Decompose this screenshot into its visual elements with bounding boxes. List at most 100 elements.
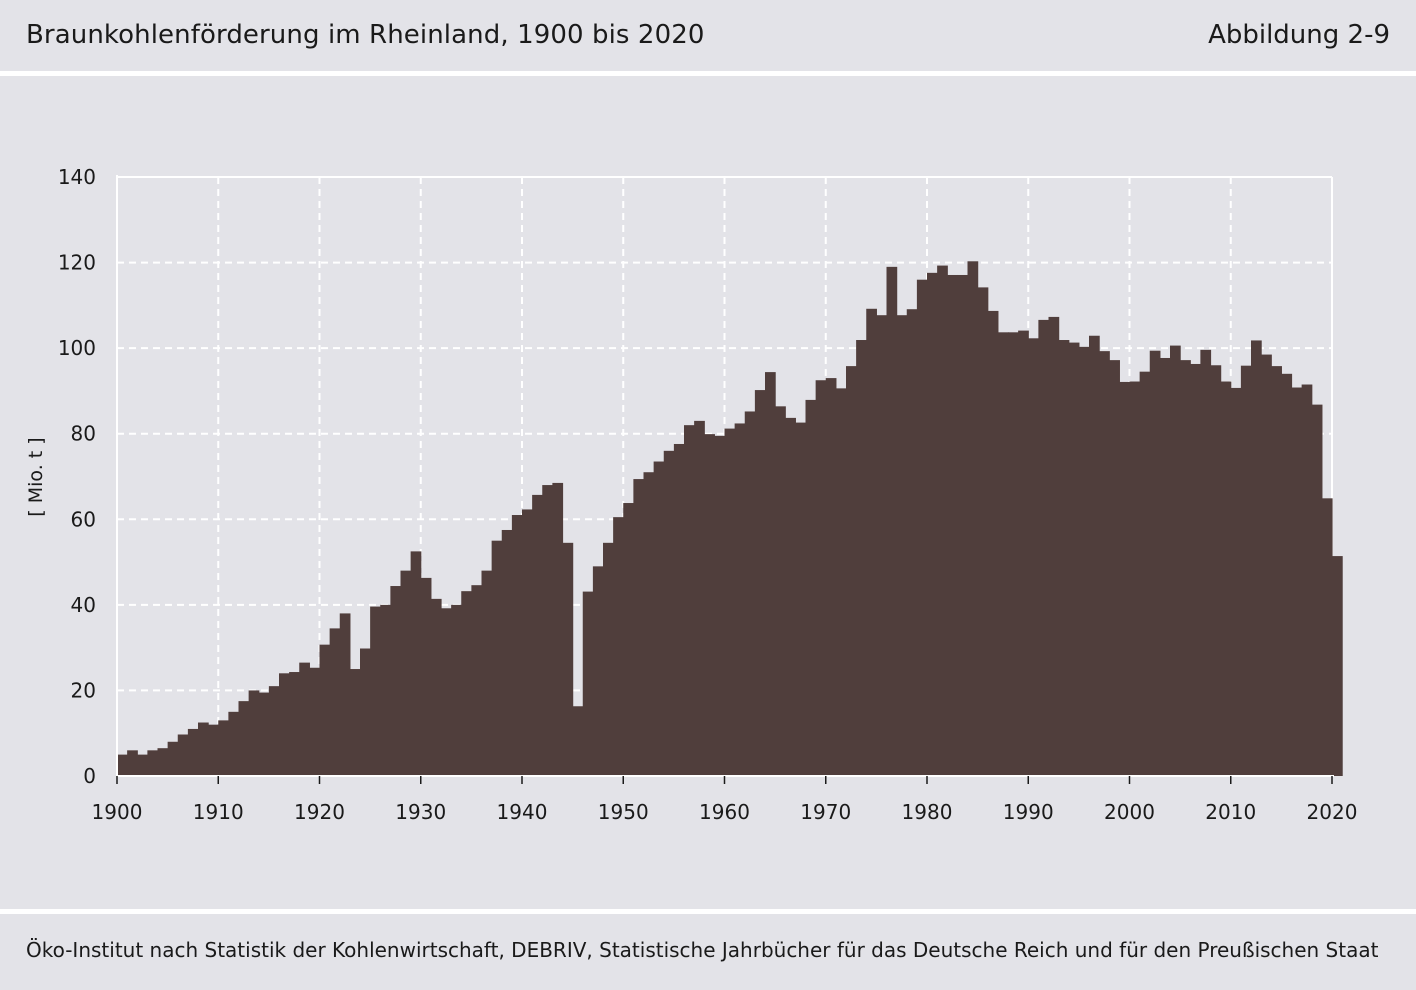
bar-2004 <box>1170 345 1181 776</box>
bar-2006 <box>1190 363 1201 776</box>
bar-1931 <box>430 598 442 776</box>
bar-1943 <box>552 482 564 776</box>
bar-1977 <box>896 315 908 776</box>
bar-2007 <box>1200 349 1212 776</box>
bar-1970 <box>825 378 837 776</box>
bar-1994 <box>1068 342 1080 776</box>
bar-2019 <box>1321 498 1333 776</box>
bar-1964 <box>765 372 776 776</box>
bar-1916 <box>279 673 290 776</box>
bar-1974 <box>866 308 877 776</box>
bar-1919 <box>309 667 321 776</box>
bar-1951 <box>633 479 645 776</box>
bar-1996 <box>1089 335 1100 776</box>
x-tick-label: 1990 <box>1003 800 1054 824</box>
bar-1950 <box>623 503 634 776</box>
bar-1955 <box>673 443 685 776</box>
bar-1952 <box>643 472 655 776</box>
bar-1975 <box>876 315 888 776</box>
x-tick-label: 2000 <box>1104 800 1155 824</box>
bar-1965 <box>775 406 786 776</box>
bar-1957 <box>694 420 705 776</box>
bar-1917 <box>289 672 300 776</box>
bar-1985 <box>977 287 989 776</box>
y-tick-label: 120 <box>58 251 96 275</box>
bar-1997 <box>1099 351 1110 776</box>
bar-1904 <box>157 748 169 776</box>
bar-1998 <box>1109 360 1120 776</box>
bar-1923 <box>349 669 361 776</box>
bar-1968 <box>805 399 817 776</box>
bar-1992 <box>1048 316 1060 776</box>
bar-1900 <box>117 754 128 776</box>
bar-2011 <box>1240 365 1252 776</box>
figure-number: Abbildung 2-9 <box>1208 20 1390 50</box>
bar-1906 <box>177 734 189 776</box>
y-tick-label: 60 <box>71 507 96 531</box>
source-note: Öko-Institut nach Statistik der Kohlenwi… <box>26 938 1379 962</box>
bar-1925 <box>370 606 381 776</box>
bar-1947 <box>592 566 604 776</box>
bar-1988 <box>1008 332 1019 776</box>
bar-1927 <box>390 586 402 776</box>
bar-1960 <box>724 428 736 776</box>
top-divider <box>0 71 1416 76</box>
bar-1999 <box>1119 381 1131 776</box>
bar-1984 <box>967 261 979 776</box>
x-tick-label: 1930 <box>395 800 446 824</box>
bar-1938 <box>501 529 513 776</box>
bar-1929 <box>410 551 422 777</box>
chart-title: Braunkohlenförderung im Rheinland, 1900 … <box>26 20 705 50</box>
bar-1981 <box>937 265 948 776</box>
bar-1930 <box>420 577 432 776</box>
bar-1956 <box>684 425 695 776</box>
header: Braunkohlenförderung im Rheinland, 1900 … <box>0 0 1416 72</box>
bar-1967 <box>795 422 807 776</box>
bar-1953 <box>653 461 665 776</box>
bar-1926 <box>380 604 391 776</box>
bar-1954 <box>663 450 675 776</box>
axes: 0 20 40 60 80 100 120 140 1900 1910 1920 1930 1940 19… <box>58 165 1358 824</box>
bar-1910 <box>218 720 229 776</box>
bar-1903 <box>147 750 159 776</box>
x-tick-label: 1970 <box>800 800 851 824</box>
bar-1978 <box>906 309 918 776</box>
y-axis-label: [ Mio. t ] <box>25 437 47 516</box>
x-tick-label: 1980 <box>902 800 953 824</box>
bar-1902 <box>137 754 148 776</box>
bar-2009 <box>1220 381 1232 776</box>
bar-1922 <box>339 613 351 776</box>
bar-1918 <box>299 662 310 776</box>
bar-1946 <box>582 591 594 776</box>
bar-1961 <box>734 423 746 776</box>
bar-1993 <box>1058 340 1070 776</box>
bar-1944 <box>562 542 574 776</box>
x-tick-label: 1960 <box>699 800 750 824</box>
x-tick-label: 1920 <box>294 800 345 824</box>
bar-1909 <box>208 724 219 776</box>
bar-1924 <box>360 648 371 776</box>
bar-1939 <box>511 515 523 776</box>
bar-1959 <box>714 435 726 776</box>
bar-2000 <box>1129 381 1141 776</box>
bottom-divider <box>0 909 1416 914</box>
y-tick-label: 20 <box>71 678 96 702</box>
bar-1986 <box>987 310 999 776</box>
bar-1911 <box>228 711 240 776</box>
bar-1935 <box>471 585 483 776</box>
bar-1991 <box>1038 319 1050 776</box>
bar-2008 <box>1210 365 1222 776</box>
bar-1937 <box>491 540 503 776</box>
bar-1971 <box>835 388 847 776</box>
bar-1934 <box>461 591 472 776</box>
bar-2012 <box>1251 340 1262 776</box>
bar-1921 <box>329 628 341 776</box>
bar-2015 <box>1281 373 1293 776</box>
bar-1948 <box>603 542 614 776</box>
bar-1933 <box>451 604 462 776</box>
x-tick-label: 1910 <box>193 800 244 824</box>
bar-1982 <box>947 274 958 776</box>
y-tick-label: 0 <box>83 764 96 788</box>
x-tick-label: 1900 <box>92 800 143 824</box>
